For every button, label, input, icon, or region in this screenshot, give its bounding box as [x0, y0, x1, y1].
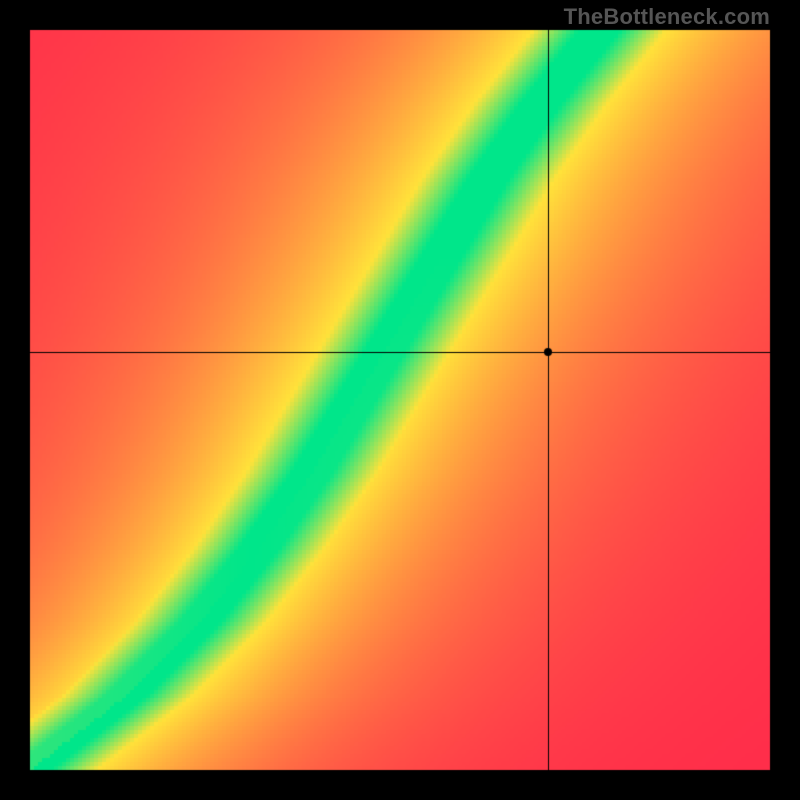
watermark-text: TheBottleneck.com — [564, 4, 770, 30]
chart-container: { "watermark": { "text": "TheBottleneck.… — [0, 0, 800, 800]
heatmap-canvas — [0, 0, 800, 800]
